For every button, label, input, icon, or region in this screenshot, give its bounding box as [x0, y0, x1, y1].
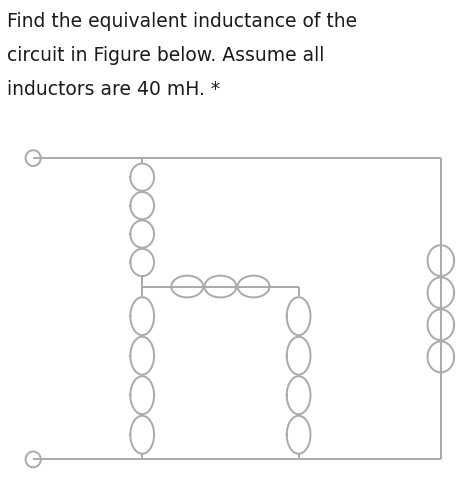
Text: circuit in Figure below. Assume all: circuit in Figure below. Assume all: [7, 46, 325, 65]
Text: Find the equivalent inductance of the: Find the equivalent inductance of the: [7, 12, 357, 31]
Text: inductors are 40 mH. *: inductors are 40 mH. *: [7, 80, 220, 98]
